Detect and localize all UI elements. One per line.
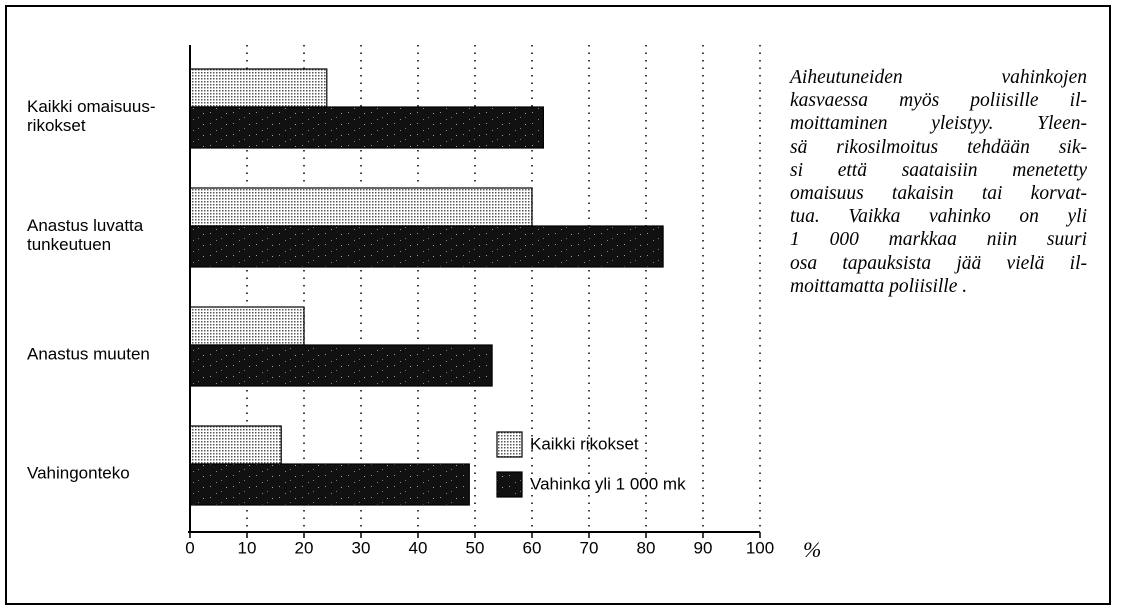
x-tick-label: 70 bbox=[580, 538, 599, 557]
annotation-line: omaisuus takaisin tai korvat- bbox=[790, 183, 1087, 205]
x-tick-label: 90 bbox=[694, 538, 713, 557]
annotation-line: Aiheutuneiden vahinkojen bbox=[790, 67, 1087, 88]
bar bbox=[189, 425, 282, 465]
x-tick-label: 20 bbox=[295, 538, 314, 557]
annotation-line: moittaminen yleistyy. Yleen- bbox=[790, 113, 1087, 135]
x-tick-label: 0 bbox=[185, 538, 194, 557]
annotation-line: sä rikosilmoitus tehdään sik- bbox=[790, 136, 1087, 158]
legend-label: Vahinko yli 1 000 mk bbox=[530, 474, 686, 493]
x-tick-label: 30 bbox=[352, 538, 371, 557]
x-axis-label: % bbox=[803, 537, 821, 562]
x-tick-label: 40 bbox=[409, 538, 428, 557]
annotation-line: osa tapauksista jää vielä il- bbox=[790, 252, 1087, 274]
x-tick-label: 60 bbox=[523, 538, 542, 557]
legend-label: Kaikki rikokset bbox=[530, 434, 639, 453]
bar bbox=[189, 306, 305, 346]
category-label: Anastus muuten bbox=[27, 344, 150, 364]
x-tick-label: 100 bbox=[746, 538, 774, 557]
x-tick-label: 80 bbox=[637, 538, 656, 557]
annotation-line: moittamatta poliisille . bbox=[790, 275, 968, 297]
bar bbox=[189, 187, 533, 227]
annotation: Aiheutuneiden vahinkojen kasvaessa myös p… bbox=[790, 66, 1087, 298]
bar bbox=[189, 344, 493, 387]
category-label: Anastus luvatta tunkeutuen bbox=[27, 216, 144, 254]
bar bbox=[189, 106, 544, 149]
x-tick-label: 10 bbox=[238, 538, 257, 557]
x-tick-label: 50 bbox=[466, 538, 485, 557]
annotation-line: si että saataisiin menetetty bbox=[790, 159, 1087, 181]
category-label: Kaikki omaisuus- rikokset bbox=[27, 97, 156, 135]
bar bbox=[189, 68, 328, 108]
bar bbox=[189, 225, 664, 268]
annotation-line: 1 000 markkaa niin suuri bbox=[790, 229, 1087, 251]
bar bbox=[189, 463, 470, 506]
legend-swatch bbox=[496, 471, 523, 498]
category-label: Vahingonteko bbox=[27, 463, 130, 483]
legend-swatch bbox=[496, 431, 523, 458]
annotation-line: tua. Vaikka vahinko on yli bbox=[790, 206, 1087, 228]
annotation-line: kasvaessa myös poliisille il- bbox=[790, 90, 1087, 112]
